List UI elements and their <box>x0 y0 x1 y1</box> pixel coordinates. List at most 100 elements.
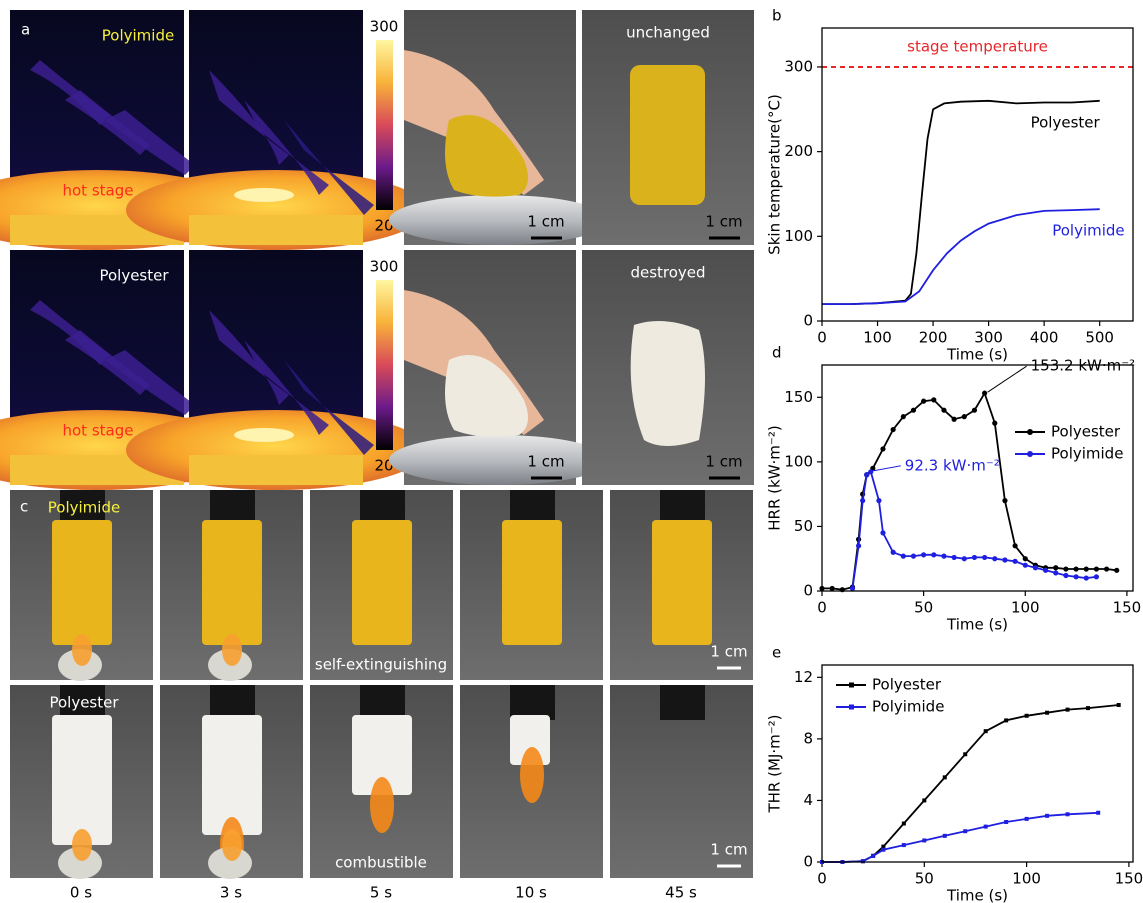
point <box>876 498 881 503</box>
y-tick-label: 0 <box>803 582 813 600</box>
point <box>1104 566 1109 571</box>
plot-frame <box>822 665 1133 862</box>
x-tick-label: 400 <box>1030 329 1059 347</box>
flame <box>222 634 242 666</box>
result-label: unchanged <box>626 24 710 42</box>
panel-label: b <box>772 7 782 25</box>
clamp <box>210 685 255 720</box>
point <box>902 843 906 847</box>
flame <box>72 829 92 861</box>
legend-marker <box>849 705 854 710</box>
point <box>911 554 916 559</box>
colorbar-max: 300 <box>370 18 399 36</box>
point <box>1053 570 1058 575</box>
point <box>1066 812 1070 816</box>
colorbar <box>376 40 393 210</box>
y-tick-label: 8 <box>803 729 813 747</box>
scale-bar-label: 1 cm <box>527 453 564 471</box>
point <box>856 543 861 548</box>
flame <box>222 829 242 861</box>
series-label: Polyester <box>1031 113 1101 131</box>
y-axis-label: THR (MJ·m⁻²) <box>766 714 784 813</box>
figure: 300201 cm1 cmPolyimidehot stageunchanged… <box>0 0 1143 903</box>
reference-label: stage temperature <box>907 37 1048 55</box>
point <box>1063 566 1068 571</box>
y-tick-label: 100 <box>784 452 813 470</box>
result-label: destroyed <box>630 264 705 282</box>
point <box>911 408 916 413</box>
series-label: Polyimide <box>1052 222 1124 240</box>
point <box>1094 574 1099 579</box>
value-label: 153.2 kW·m⁻² <box>1031 357 1136 375</box>
y-tick-label: 50 <box>794 517 813 535</box>
material-label: Polyester <box>49 694 119 712</box>
sample <box>352 520 412 645</box>
point <box>1023 556 1028 561</box>
sample <box>52 520 112 645</box>
point <box>1004 718 1008 722</box>
material-label: Polyimide <box>48 499 120 517</box>
x-tick-label: 100 <box>1012 870 1041 888</box>
point <box>921 399 926 404</box>
x-axis-label: Time (s) <box>946 346 1008 364</box>
point <box>963 829 967 833</box>
point <box>1004 820 1008 824</box>
x-tick-label: 50 <box>915 870 934 888</box>
clamp <box>660 685 705 720</box>
point <box>1013 559 1018 564</box>
legend-label: Polyimide <box>872 698 944 716</box>
note-label: self-extinguishing <box>315 656 447 674</box>
time-label: 45 s <box>665 884 697 902</box>
plot-frame <box>822 28 1133 321</box>
stage-label: hot stage <box>63 422 134 440</box>
point <box>881 848 885 852</box>
sample <box>652 520 712 645</box>
point <box>972 555 977 560</box>
stage-label: hot stage <box>63 182 134 200</box>
time-label: 5 s <box>370 884 392 902</box>
flame <box>370 777 394 833</box>
point <box>901 554 906 559</box>
legend-label: Polyester <box>1051 423 1121 441</box>
point <box>1063 573 1068 578</box>
legend-label: Polyester <box>872 676 942 694</box>
colorbar <box>376 280 393 450</box>
point <box>902 822 906 826</box>
point <box>921 552 926 557</box>
scale-bar-label: 1 cm <box>705 453 742 471</box>
scale-bar-label: 1 cm <box>710 841 747 859</box>
point <box>1045 711 1049 715</box>
point <box>963 752 967 756</box>
time-label: 0 s <box>70 884 92 902</box>
x-axis-label: Time (s) <box>946 887 1008 903</box>
point <box>1096 811 1100 815</box>
hot-spot <box>234 188 294 202</box>
flame <box>520 747 544 803</box>
point <box>1025 714 1029 718</box>
legend-label: Polyimide <box>1051 445 1123 463</box>
point <box>931 397 936 402</box>
point <box>1025 817 1029 821</box>
sample <box>202 520 262 645</box>
hot-spot <box>234 428 294 442</box>
x-tick-label: 150 <box>1113 599 1142 617</box>
y-axis-label: HRR (kW·m⁻²) <box>766 425 784 530</box>
y-tick-label: 12 <box>794 668 813 686</box>
point <box>962 556 967 561</box>
note-label: combustible <box>335 854 427 872</box>
clamp <box>510 490 555 525</box>
time-label: 10 s <box>515 884 547 902</box>
point <box>1117 703 1121 707</box>
sample <box>631 321 705 446</box>
point <box>922 838 926 842</box>
point <box>943 775 947 779</box>
panel-label: d <box>772 344 782 362</box>
scale-bar-label: 1 cm <box>527 213 564 231</box>
point <box>1084 575 1089 580</box>
series-line <box>822 813 1098 862</box>
x-tick-label: 150 <box>1115 870 1143 888</box>
point <box>850 586 855 591</box>
clamp <box>360 490 405 525</box>
point <box>922 798 926 802</box>
point <box>1045 814 1049 818</box>
